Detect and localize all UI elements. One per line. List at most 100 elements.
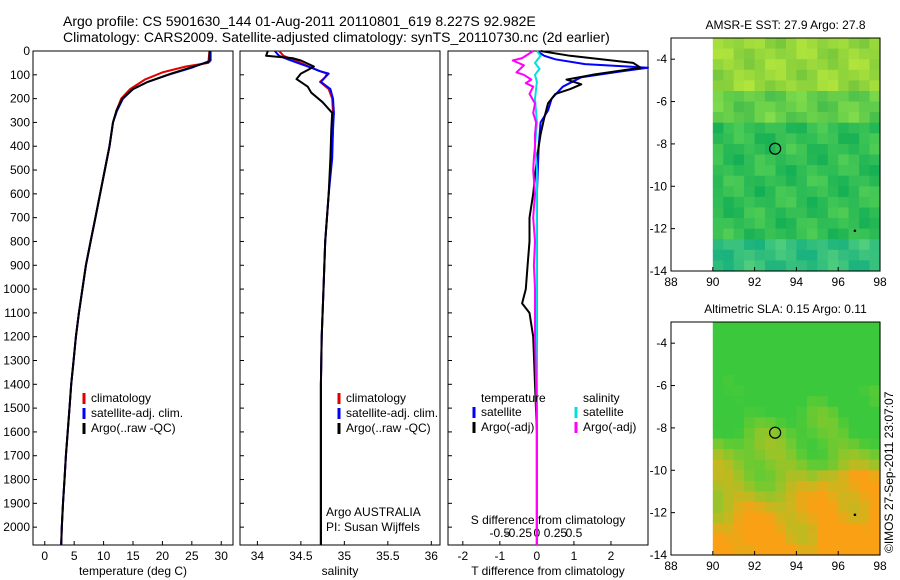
sla-map-cell	[796, 417, 808, 429]
sla-map-cell	[712, 385, 724, 397]
sst-map-cell	[827, 186, 839, 198]
sla-map-cell	[848, 406, 860, 418]
sst-map-cell	[775, 228, 787, 240]
sla-map-cell	[775, 449, 787, 461]
sst-map-cell	[806, 260, 818, 272]
sla-map-cell	[712, 353, 724, 365]
sst-map-cell	[817, 175, 829, 187]
sst-map-cell	[838, 101, 850, 113]
sst-map-cell	[733, 207, 745, 219]
sst-map-cell	[733, 260, 745, 272]
sla-map-cell	[775, 385, 787, 397]
sst-map-cell	[786, 59, 797, 71]
sst-map-cell	[723, 122, 735, 134]
sst-map-cell	[765, 218, 777, 230]
sla-map-cell	[733, 438, 745, 450]
temperature-legend-label: satellite-adj. clim.	[91, 406, 183, 420]
sst-map-cell	[786, 196, 797, 209]
sla-map-cell	[765, 438, 777, 450]
sla-map-cell	[817, 470, 829, 482]
sla-map-cell	[796, 396, 808, 408]
sst-map-cell	[806, 122, 818, 134]
sst-map-cell	[817, 38, 829, 50]
sla-map-cell	[869, 353, 881, 365]
sla-map-cell	[765, 375, 777, 387]
sst-map-cell	[786, 186, 797, 198]
sla-map-cell	[859, 491, 871, 503]
sst-map-cell	[754, 101, 766, 113]
sla-map-cell	[817, 406, 829, 418]
sst-map-cell	[723, 59, 735, 71]
sla-map-cell	[744, 544, 756, 556]
sst-map-cell	[754, 196, 766, 209]
sla-map-cell	[806, 427, 818, 440]
sdiff-tick-label: -0.25	[505, 526, 533, 540]
sla-map-cell	[838, 544, 850, 556]
sst-map-cell	[827, 48, 839, 60]
sla-map-cell	[744, 332, 756, 344]
sst-map-cell	[733, 249, 745, 261]
temperature-tick-label: 5	[71, 549, 78, 563]
sst-map-cell	[733, 101, 745, 113]
sla-map-cell	[796, 322, 808, 334]
sst-map-cell	[848, 80, 860, 92]
depth-tick-label: 1400	[3, 377, 30, 391]
depth-tick-label: 1500	[3, 401, 30, 415]
sst-map-cell	[723, 48, 735, 60]
sla-map-cell	[765, 533, 777, 545]
sla-map-cell	[806, 322, 818, 334]
sst-map-cell	[859, 101, 871, 113]
sla-map-cell	[733, 322, 745, 334]
sla-map-frame	[670, 321, 881, 556]
sdiff-tick-label: 0.25	[544, 526, 568, 540]
sla-map-cell	[712, 332, 724, 344]
sla-map-cell	[859, 502, 871, 514]
sla-lon-tick-label: 96	[832, 559, 846, 573]
sla-map-cell	[754, 375, 766, 387]
sst-map-cell	[754, 165, 766, 177]
temperature-legend-label: Argo(..raw -QC)	[91, 421, 176, 435]
sst-argo-marker	[769, 142, 782, 155]
sst-map-cell	[712, 133, 724, 145]
sst-map-cell	[838, 59, 850, 71]
sst-map-cell	[744, 133, 756, 145]
sst-map-cell	[817, 228, 829, 240]
temperature-plot-frame	[32, 50, 234, 546]
sst-map-cell	[712, 228, 724, 240]
sst-map-cell	[817, 143, 829, 156]
sla-map-cell	[786, 449, 797, 461]
depth-tick-label: 300	[10, 115, 30, 129]
sla-map-cell	[838, 491, 850, 503]
sst-map-cell	[733, 186, 745, 198]
temperature-tick-label: 15	[126, 549, 140, 563]
sst-map-cell	[817, 239, 829, 251]
sla-map-cell	[848, 438, 860, 450]
depth-tick-label: 400	[10, 139, 30, 153]
sla-map-cell	[859, 385, 871, 397]
sst-map-cell	[765, 143, 777, 156]
sla-map-cell	[723, 544, 735, 556]
sla-map-cell	[765, 353, 777, 365]
sla-map-cell	[827, 502, 839, 514]
sla-map-cell	[765, 523, 777, 535]
sst-map-cell	[859, 80, 871, 92]
sla-map-cell	[869, 480, 881, 493]
sst-map-cell	[723, 91, 735, 103]
sla-map-cell	[817, 512, 829, 524]
sst-map-cell	[712, 143, 724, 156]
sla-map-cell	[796, 470, 808, 482]
sst-map-cell	[744, 249, 756, 261]
sla-map-cell	[838, 322, 850, 334]
depth-tick-label: 1300	[3, 353, 30, 367]
sst-map-cell	[848, 59, 860, 71]
sst-map-cell	[796, 249, 808, 261]
sdiff-tick-label: -0.5	[490, 526, 511, 540]
sst-map-cell	[733, 228, 745, 240]
sst-map-cell	[859, 154, 871, 166]
sla-map-cell	[744, 322, 756, 334]
sst-map-cell	[754, 59, 766, 71]
sla-map-cell	[744, 364, 756, 376]
depth-tick-label: 200	[10, 92, 30, 106]
sla-map-cell	[786, 523, 797, 535]
sst-map-cell	[754, 91, 766, 103]
